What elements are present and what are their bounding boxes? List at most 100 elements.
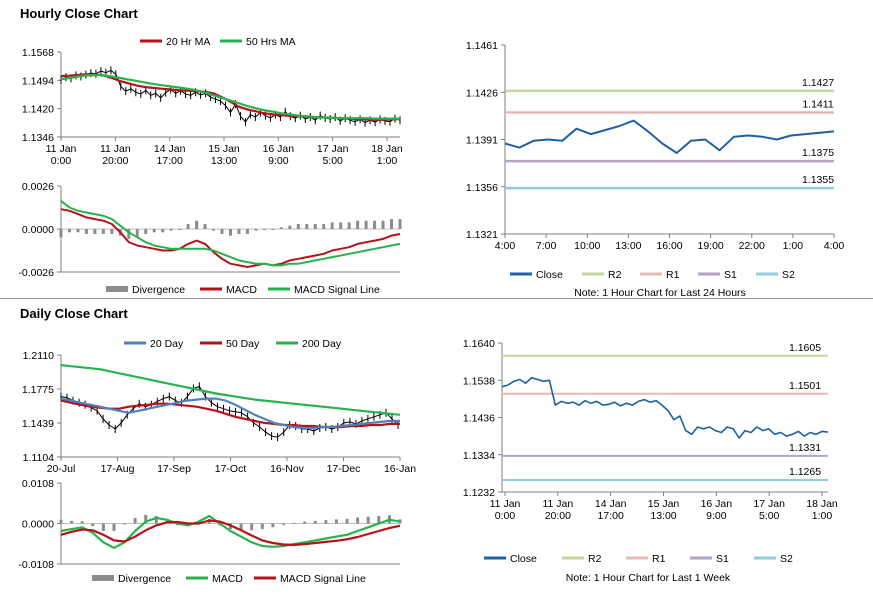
- hourly-price-x-tick-label: 15 Jan: [208, 143, 240, 155]
- hourly-price-x-tick-label: 17:00: [157, 155, 183, 167]
- daily-price-ma200: [60, 364, 401, 416]
- daily-price-y-tick-label: 1.1104: [23, 452, 54, 464]
- daily-macd-divergence-bar: [250, 523, 254, 531]
- daily-price-legend-label: 50 Day: [226, 338, 260, 350]
- hourly-price-legend-label: 50 Hrs MA: [246, 36, 296, 48]
- daily-macd-divergence-bar: [292, 522, 296, 524]
- hourly-macd-y-tick-label: 0.0000: [22, 224, 54, 236]
- weekly-hourly-y-tick-label: 1.1232: [463, 487, 495, 499]
- hourly-macd-divergence-bar: [271, 229, 275, 230]
- daily-macd-divergence-bar: [303, 521, 307, 524]
- hourly-24h-y-tick-label: 1.1461: [466, 40, 498, 52]
- weekly-hourly-level-label: 1.1331: [789, 442, 821, 454]
- hourly-price-legend-label: 20 Hr MA: [166, 36, 210, 48]
- weekly-hourly-legend-label: R1: [652, 553, 666, 565]
- hourly-24h-x-tick-label: 16:00: [656, 240, 682, 252]
- hourly-price-x-tick-label: 14 Jan: [154, 143, 186, 155]
- daily-price-x-tick-label: 17-Dec: [327, 463, 361, 475]
- hourly-macd-divergence-bar: [262, 229, 266, 230]
- hourly-macd-divergence-bar: [152, 229, 156, 233]
- hourly-price-y-tick-label: 1.1494: [22, 75, 54, 87]
- hourly-24h-legend-label: S1: [724, 269, 737, 281]
- hourly-24h-legend-label: S2: [782, 269, 795, 281]
- weekly-hourly-legend-label: Close: [510, 553, 537, 565]
- hourly-macd-divergence-bar: [144, 229, 148, 234]
- daily-price-ma50: [60, 399, 400, 429]
- hourly-macd-divergence-bar: [101, 229, 105, 234]
- daily-section-title: Daily Close Chart: [20, 306, 128, 321]
- daily-macd-divergence-bar: [324, 520, 328, 524]
- hourly-macd-y-tick-label: 0.0026: [22, 181, 54, 193]
- daily-macd-divergence-bar: [154, 516, 158, 524]
- weekly-hourly-y-tick-label: 1.1436: [463, 413, 495, 425]
- daily-macd-legend-label: Divergence: [118, 573, 171, 585]
- hourly-price-x-tick-label: 11 Jan: [46, 143, 77, 155]
- hourly-price-x-tick-label: 5:00: [322, 155, 343, 167]
- hourly-macd-divergence-bar: [229, 229, 232, 236]
- hourly-price-ma50: [60, 73, 400, 120]
- daily-macd-y-tick-label: -0.0108: [18, 559, 54, 571]
- weekly-hourly-x-tick-label: 15 Jan: [648, 498, 680, 510]
- hourly-24h-x-tick-label: 22:00: [739, 240, 765, 252]
- hourly-macd-divergence-bar: [237, 229, 241, 234]
- hourly-24h-close-line: [504, 119, 835, 154]
- weekly-hourly-x-tick-label: 17:00: [598, 510, 624, 522]
- weekly-hourly-level-label: 1.1501: [789, 380, 821, 392]
- daily-price-x-tick-label: 16-Nov: [270, 463, 305, 475]
- weekly-hourly-x-tick-label: 14 Jan: [595, 498, 627, 510]
- hourly-macd-divergence-bar: [178, 229, 182, 230]
- hourly-macd-divergence-bar: [203, 224, 207, 229]
- daily-price-y-tick-label: 1.1775: [22, 384, 54, 396]
- hourly-price-x-tick-label: 0:00: [51, 155, 72, 167]
- daily-price-close: [60, 382, 399, 442]
- hourly-macd-divergence-bar: [373, 220, 377, 229]
- hourly-section-title: Hourly Close Chart: [20, 6, 138, 21]
- daily-macd-divergence-bar: [123, 523, 127, 525]
- hourly-24h-legend-label: R1: [666, 269, 680, 281]
- weekly-hourly-x-tick-label: 9:00: [706, 510, 727, 522]
- daily-price-x-tick-label: 17-Aug: [101, 463, 135, 475]
- hourly-macd-divergence-bar: [186, 224, 190, 229]
- hourly-macd-divergence-bar: [296, 224, 300, 229]
- hourly-macd-divergence-bar: [347, 222, 351, 229]
- section-divider: [0, 298, 873, 299]
- weekly-hourly-y-tick-label: 1.1640: [463, 338, 495, 350]
- weekly-hourly-x-tick-label: 20:00: [545, 510, 571, 522]
- hourly-macd-divergence-bar: [169, 229, 173, 231]
- hourly-24h-x-tick-label: 10:00: [574, 240, 600, 252]
- daily-macd-divergence-bar: [101, 523, 105, 531]
- daily-macd-divergence-bar: [345, 519, 349, 524]
- weekly-hourly-x-tick-label: 11 Jan: [542, 498, 573, 510]
- hourly-24h-x-tick-label: 4:00: [824, 240, 845, 252]
- weekly-hourly-note: Note: 1 Hour Chart for Last 1 Week: [566, 572, 731, 584]
- hourly-macd-macd-line: [60, 208, 401, 268]
- hourly-24h-y-tick-label: 1.1391: [466, 135, 498, 147]
- daily-macd-legend-label: MACD: [212, 573, 243, 585]
- hourly-price-x-tick-label: 18 Jan: [371, 143, 403, 155]
- hourly-macd-divergence-bar: [67, 229, 71, 233]
- daily-price-ma20: [60, 397, 400, 430]
- hourly-macd-legend-label: MACD: [226, 284, 257, 296]
- hourly-price-x-tick-label: 20:00: [102, 155, 128, 167]
- hourly-price-x-tick-label: 16 Jan: [263, 143, 295, 155]
- hourly-price-x-tick-label: 9:00: [268, 155, 289, 167]
- daily-macd-divergence-bar: [80, 521, 84, 524]
- hourly-macd-divergence-bar: [127, 229, 131, 239]
- daily-macd-divergence-bar: [59, 519, 63, 524]
- hourly-24h-level-label: 1.1355: [802, 174, 834, 186]
- hourly-macd-divergence-bar: [254, 229, 258, 231]
- daily-macd-divergence-bar: [313, 520, 317, 524]
- hourly-macd-divergence-bar: [305, 224, 309, 229]
- weekly-hourly-x-tick-label: 13:00: [650, 510, 676, 522]
- daily-macd-y-tick-label: 0.0000: [22, 519, 54, 531]
- weekly-hourly-legend-label: S1: [716, 553, 729, 565]
- daily-macd-divergence-bar: [356, 517, 360, 524]
- hourly-macd-divergence-bar: [212, 229, 216, 231]
- daily-macd-divergence-bar: [133, 517, 137, 524]
- weekly-hourly-x-tick-label: 18 Jan: [806, 498, 838, 510]
- weekly-hourly-x-tick-label: 5:00: [759, 510, 780, 522]
- weekly-hourly-legend-label: S2: [780, 553, 793, 565]
- hourly-price-x-tick-label: 17 Jan: [317, 143, 349, 155]
- hourly-macd-divergence-bar: [313, 224, 317, 229]
